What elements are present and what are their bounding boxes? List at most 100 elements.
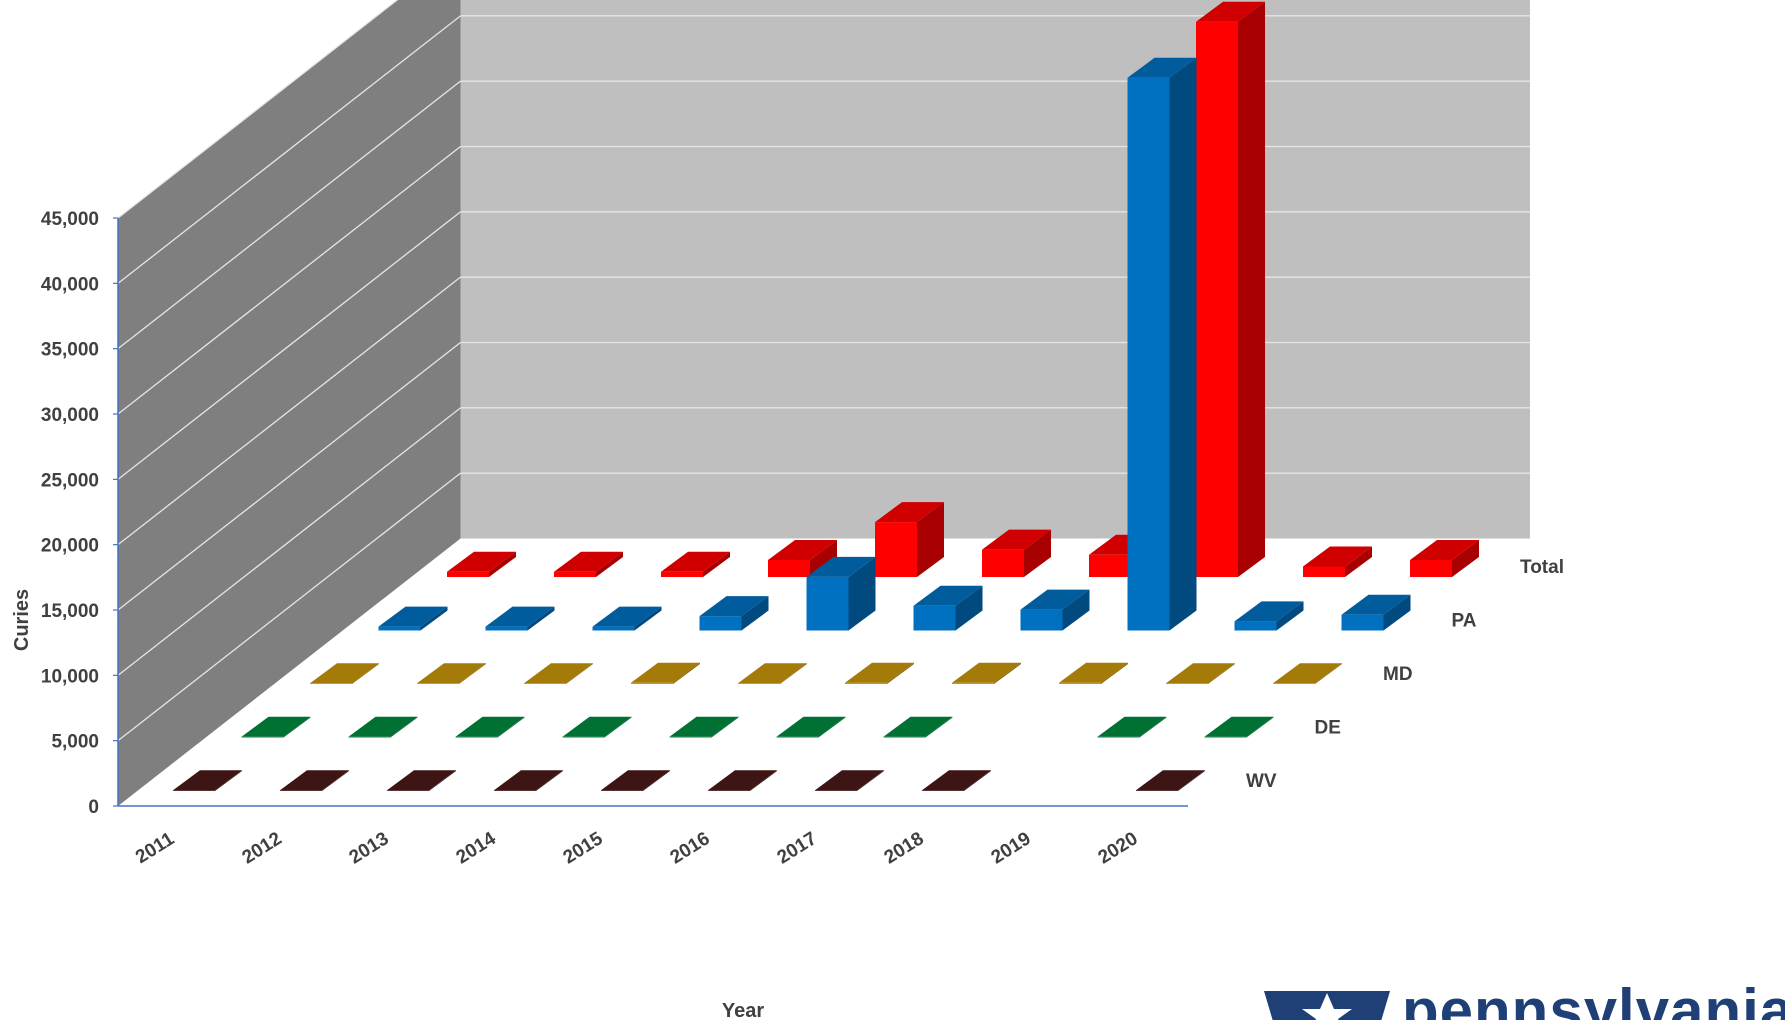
gridline-side: [117, 276, 461, 546]
bar-side: [1315, 663, 1342, 684]
bar: [1273, 663, 1342, 684]
bar: [1166, 663, 1235, 684]
bar-front: [708, 790, 750, 791]
bar: [1136, 770, 1205, 791]
bar-top: [875, 502, 944, 523]
bar-top: [922, 770, 991, 791]
bar-top: [1127, 57, 1197, 78]
series-label: DE: [1315, 718, 1341, 739]
bar-front: [524, 683, 566, 684]
bar-front: [1234, 621, 1277, 631]
bar-top: [1273, 663, 1342, 684]
series-label: WV: [1246, 771, 1277, 792]
bar-front: [1204, 736, 1247, 738]
bar: [417, 663, 486, 684]
bar-side: [1383, 594, 1411, 631]
bar-side: [459, 663, 486, 684]
bar: [776, 716, 846, 738]
y-tick-label: 15,000: [41, 601, 99, 622]
bar-front: [806, 576, 849, 631]
bar-side: [1452, 540, 1479, 577]
bar-top: [708, 770, 777, 791]
bar-top: [524, 663, 593, 684]
y-tick-label: 45,000: [41, 209, 99, 230]
bar-side: [1139, 716, 1167, 738]
bar-top: [387, 770, 456, 791]
bar-side: [352, 663, 379, 684]
bar: [883, 716, 953, 738]
bar: [310, 663, 379, 684]
bar-top: [1059, 662, 1128, 683]
gridline-side: [117, 341, 461, 611]
bar-front: [455, 736, 498, 738]
bar-front: [1410, 560, 1452, 577]
bar-side: [818, 716, 846, 738]
y-tick-label: 30,000: [41, 405, 99, 426]
bar-side: [322, 770, 349, 791]
bar-top: [554, 551, 623, 572]
bar-side: [566, 663, 593, 684]
bar-side: [536, 770, 563, 791]
bar-side: [887, 662, 914, 684]
bar-front: [776, 736, 819, 738]
bar-top: [378, 606, 448, 627]
bar-top: [601, 770, 670, 791]
x-tick-label: 2015: [560, 828, 607, 868]
bar: [1234, 601, 1304, 631]
chart-walls: [118, 0, 1530, 806]
bar-front: [1097, 736, 1140, 738]
bar-front: [348, 736, 391, 738]
y-tick-label: 0: [88, 797, 99, 818]
bar: [378, 606, 448, 631]
bar: [1196, 1, 1265, 577]
bar-side: [215, 770, 242, 791]
bar-top: [1136, 770, 1205, 791]
bar: [524, 663, 593, 684]
bar-top: [699, 596, 769, 617]
series-de: [241, 716, 1274, 738]
bar-side: [780, 663, 807, 684]
bar-top: [562, 716, 632, 737]
x-tick-labels: 2011 2012 2013 2014 2015 2016 2017 2018 2019 2020: [132, 828, 1142, 868]
series-label: Total: [1520, 557, 1564, 578]
value-axis: [113, 217, 1188, 807]
bar-side: [955, 585, 983, 631]
bar-front: [952, 682, 994, 684]
y-tick-label: 20,000: [41, 536, 99, 557]
bar-front: [982, 549, 1024, 577]
bar: [562, 716, 632, 738]
bar-top: [241, 716, 311, 737]
bar-front: [631, 682, 673, 684]
bar-side: [1024, 529, 1051, 577]
bar-side: [1169, 57, 1197, 631]
bar: [241, 716, 311, 738]
gridline-side: [117, 0, 399, 219]
bar-side: [283, 716, 311, 738]
bar-top: [1196, 1, 1265, 22]
bar-side: [711, 716, 739, 738]
x-tick-label: 2013: [346, 828, 393, 868]
bar-side: [527, 606, 555, 631]
bar-top: [280, 770, 349, 791]
bar-front: [280, 790, 322, 791]
bar-side: [917, 502, 944, 577]
bar-top: [173, 770, 242, 791]
bar: [845, 662, 914, 684]
keystone-star-icon: [1264, 991, 1390, 1020]
bar-side: [1062, 589, 1090, 631]
bar-side: [1238, 1, 1265, 577]
bar-side: [703, 551, 730, 577]
bar-front: [1059, 682, 1101, 684]
bar: [669, 716, 739, 738]
bar-side: [1101, 662, 1128, 684]
bar: [1303, 546, 1372, 577]
bar-front: [1089, 554, 1131, 577]
bar-side: [994, 662, 1021, 684]
bar-top: [669, 716, 739, 737]
y-tick-label: 10,000: [41, 666, 99, 687]
bar-top: [494, 770, 563, 791]
series-md: [310, 662, 1342, 684]
y-axis-title: Curies: [11, 589, 33, 651]
bar-front: [241, 736, 284, 738]
bar-side: [429, 770, 456, 791]
